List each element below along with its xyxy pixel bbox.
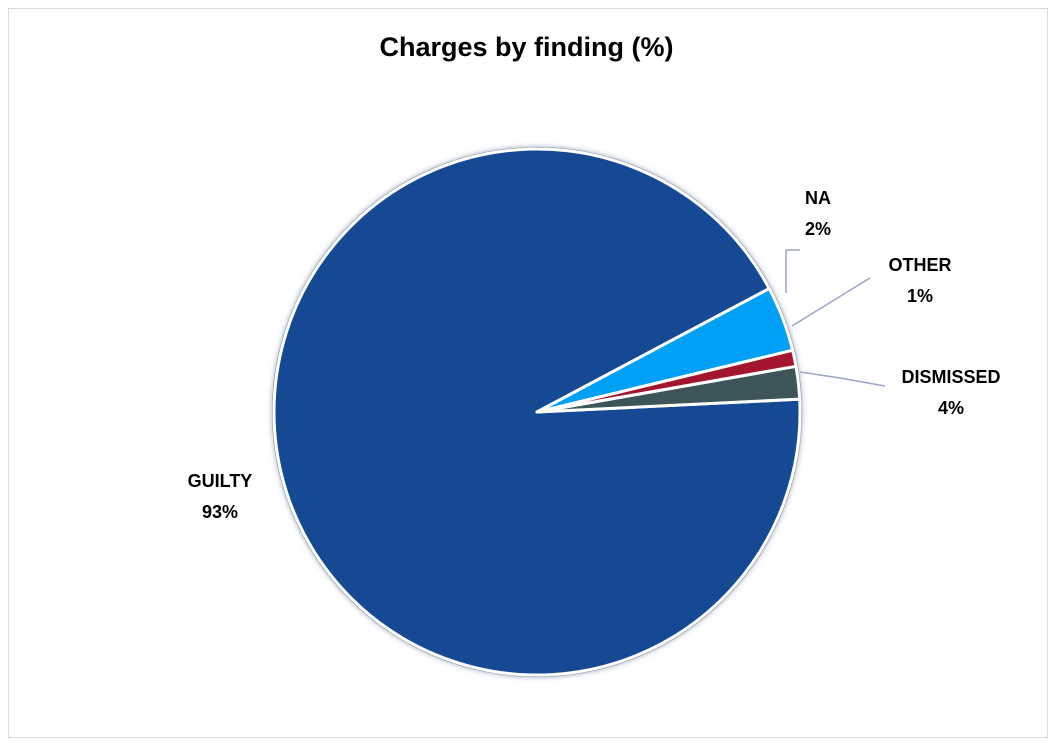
slice-value-guilty: 93%: [202, 502, 238, 522]
leader-line-dismissed: [799, 371, 886, 387]
slice-value-na: 2%: [805, 219, 831, 239]
chart-title: Charges by finding (%): [379, 32, 674, 62]
slice-label-na: NA: [805, 188, 831, 208]
pie-slice-dismissed: [535, 287, 795, 414]
slice-label-guilty: GUILTY: [188, 471, 253, 491]
leader-line-na: [785, 249, 800, 293]
slice-value-dismissed: 4%: [938, 398, 964, 418]
leader-line-other: [791, 277, 871, 327]
slice-label-dismissed: DISMISSED: [901, 367, 1000, 387]
slice-value-other: 1%: [907, 286, 933, 306]
slice-label-other: OTHER: [889, 255, 952, 275]
